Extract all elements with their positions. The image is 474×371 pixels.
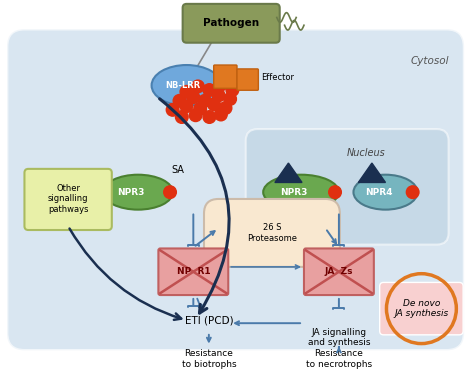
- Text: NPR3: NPR3: [118, 188, 145, 197]
- FancyBboxPatch shape: [182, 4, 280, 43]
- Circle shape: [215, 78, 227, 91]
- Text: Pathogen: Pathogen: [203, 18, 259, 28]
- FancyArrowPatch shape: [160, 99, 229, 313]
- FancyBboxPatch shape: [214, 65, 237, 88]
- Text: NPR3: NPR3: [281, 188, 308, 197]
- Ellipse shape: [263, 175, 339, 210]
- FancyBboxPatch shape: [204, 199, 340, 267]
- FancyBboxPatch shape: [7, 29, 464, 350]
- Text: Nucleus: Nucleus: [346, 148, 385, 158]
- Circle shape: [194, 102, 207, 115]
- Text: Cytosol: Cytosol: [410, 56, 448, 66]
- Circle shape: [226, 84, 239, 96]
- Ellipse shape: [354, 175, 418, 210]
- Circle shape: [212, 89, 225, 102]
- Text: ETI (PCD): ETI (PCD): [184, 315, 233, 325]
- FancyBboxPatch shape: [246, 129, 448, 244]
- Text: Other
signalling
pathways: Other signalling pathways: [48, 184, 88, 214]
- FancyArrowPatch shape: [337, 347, 341, 352]
- Text: Resistance
to necrotrophs: Resistance to necrotrophs: [306, 349, 372, 369]
- Ellipse shape: [103, 175, 173, 210]
- FancyArrowPatch shape: [196, 231, 215, 246]
- Text: Effector: Effector: [261, 73, 294, 82]
- Text: Resistance
to biotrophs: Resistance to biotrophs: [182, 349, 236, 369]
- Circle shape: [328, 186, 341, 198]
- Circle shape: [166, 104, 179, 116]
- Circle shape: [215, 108, 227, 121]
- FancyArrowPatch shape: [70, 229, 181, 320]
- Circle shape: [189, 109, 202, 122]
- FancyArrowPatch shape: [207, 335, 211, 342]
- Text: JA  Zs: JA Zs: [325, 267, 353, 276]
- FancyArrowPatch shape: [197, 299, 202, 309]
- Text: JA signalling
and synthesis: JA signalling and synthesis: [308, 328, 370, 348]
- Circle shape: [199, 95, 211, 107]
- Circle shape: [203, 111, 216, 123]
- Text: De novo
JA synthesis: De novo JA synthesis: [394, 299, 448, 318]
- FancyArrowPatch shape: [235, 321, 300, 325]
- Text: NPR4: NPR4: [365, 188, 392, 197]
- Circle shape: [164, 186, 176, 198]
- FancyBboxPatch shape: [158, 249, 228, 295]
- Circle shape: [203, 84, 216, 96]
- Text: 26 S
Proteasome: 26 S Proteasome: [247, 223, 297, 243]
- Text: NB-LRR: NB-LRR: [165, 81, 201, 90]
- Circle shape: [180, 100, 193, 112]
- FancyBboxPatch shape: [380, 282, 463, 335]
- Circle shape: [175, 111, 188, 123]
- Ellipse shape: [152, 65, 221, 106]
- Polygon shape: [275, 163, 302, 183]
- Text: NP  R1: NP R1: [176, 267, 210, 276]
- Circle shape: [406, 186, 419, 198]
- FancyArrowPatch shape: [327, 230, 336, 243]
- Circle shape: [191, 80, 204, 93]
- Circle shape: [173, 95, 186, 107]
- Circle shape: [208, 98, 220, 111]
- FancyBboxPatch shape: [237, 69, 258, 90]
- FancyBboxPatch shape: [304, 249, 374, 295]
- FancyArrowPatch shape: [231, 265, 299, 269]
- Polygon shape: [358, 163, 385, 183]
- FancyBboxPatch shape: [25, 169, 112, 230]
- Circle shape: [219, 102, 232, 114]
- Circle shape: [180, 85, 193, 98]
- Circle shape: [224, 93, 237, 105]
- Text: SA: SA: [172, 165, 184, 175]
- Circle shape: [187, 91, 200, 104]
